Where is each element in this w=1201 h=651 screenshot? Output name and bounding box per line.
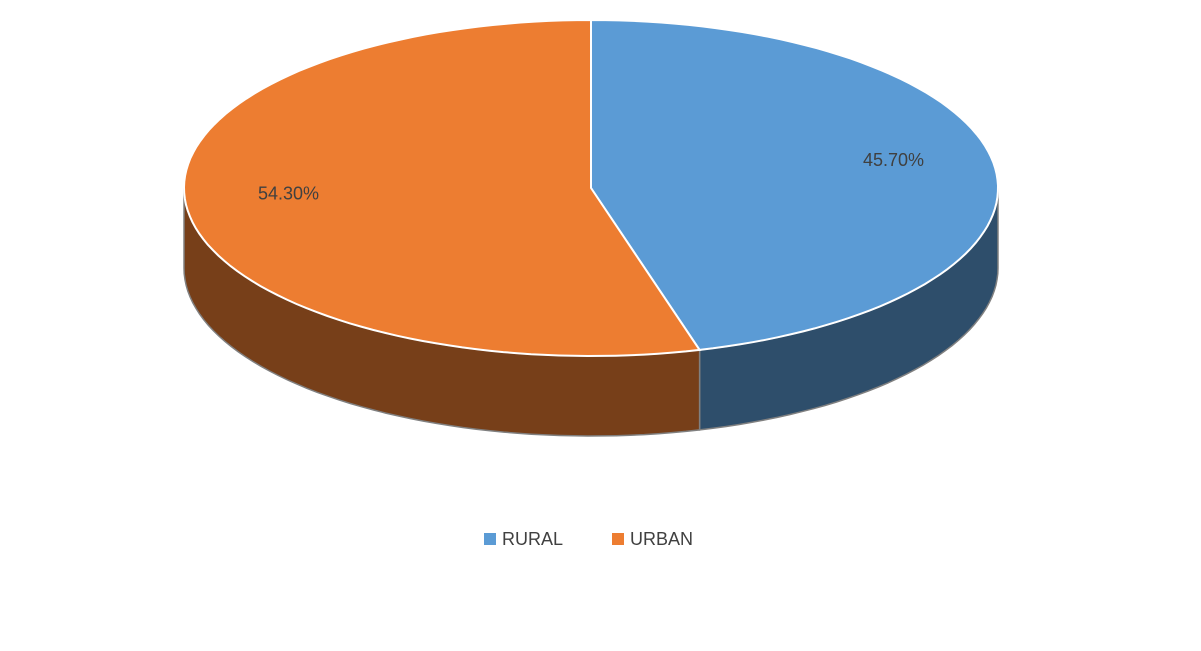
legend-label: URBAN (630, 529, 693, 549)
data-label: 54.30% (258, 184, 319, 204)
legend-swatch (612, 533, 624, 545)
legend-label: RURAL (502, 529, 563, 549)
slice (590, 18, 1000, 351)
slice (182, 18, 702, 358)
data-label: 45.70% (863, 150, 924, 170)
legend-swatch (484, 533, 496, 545)
